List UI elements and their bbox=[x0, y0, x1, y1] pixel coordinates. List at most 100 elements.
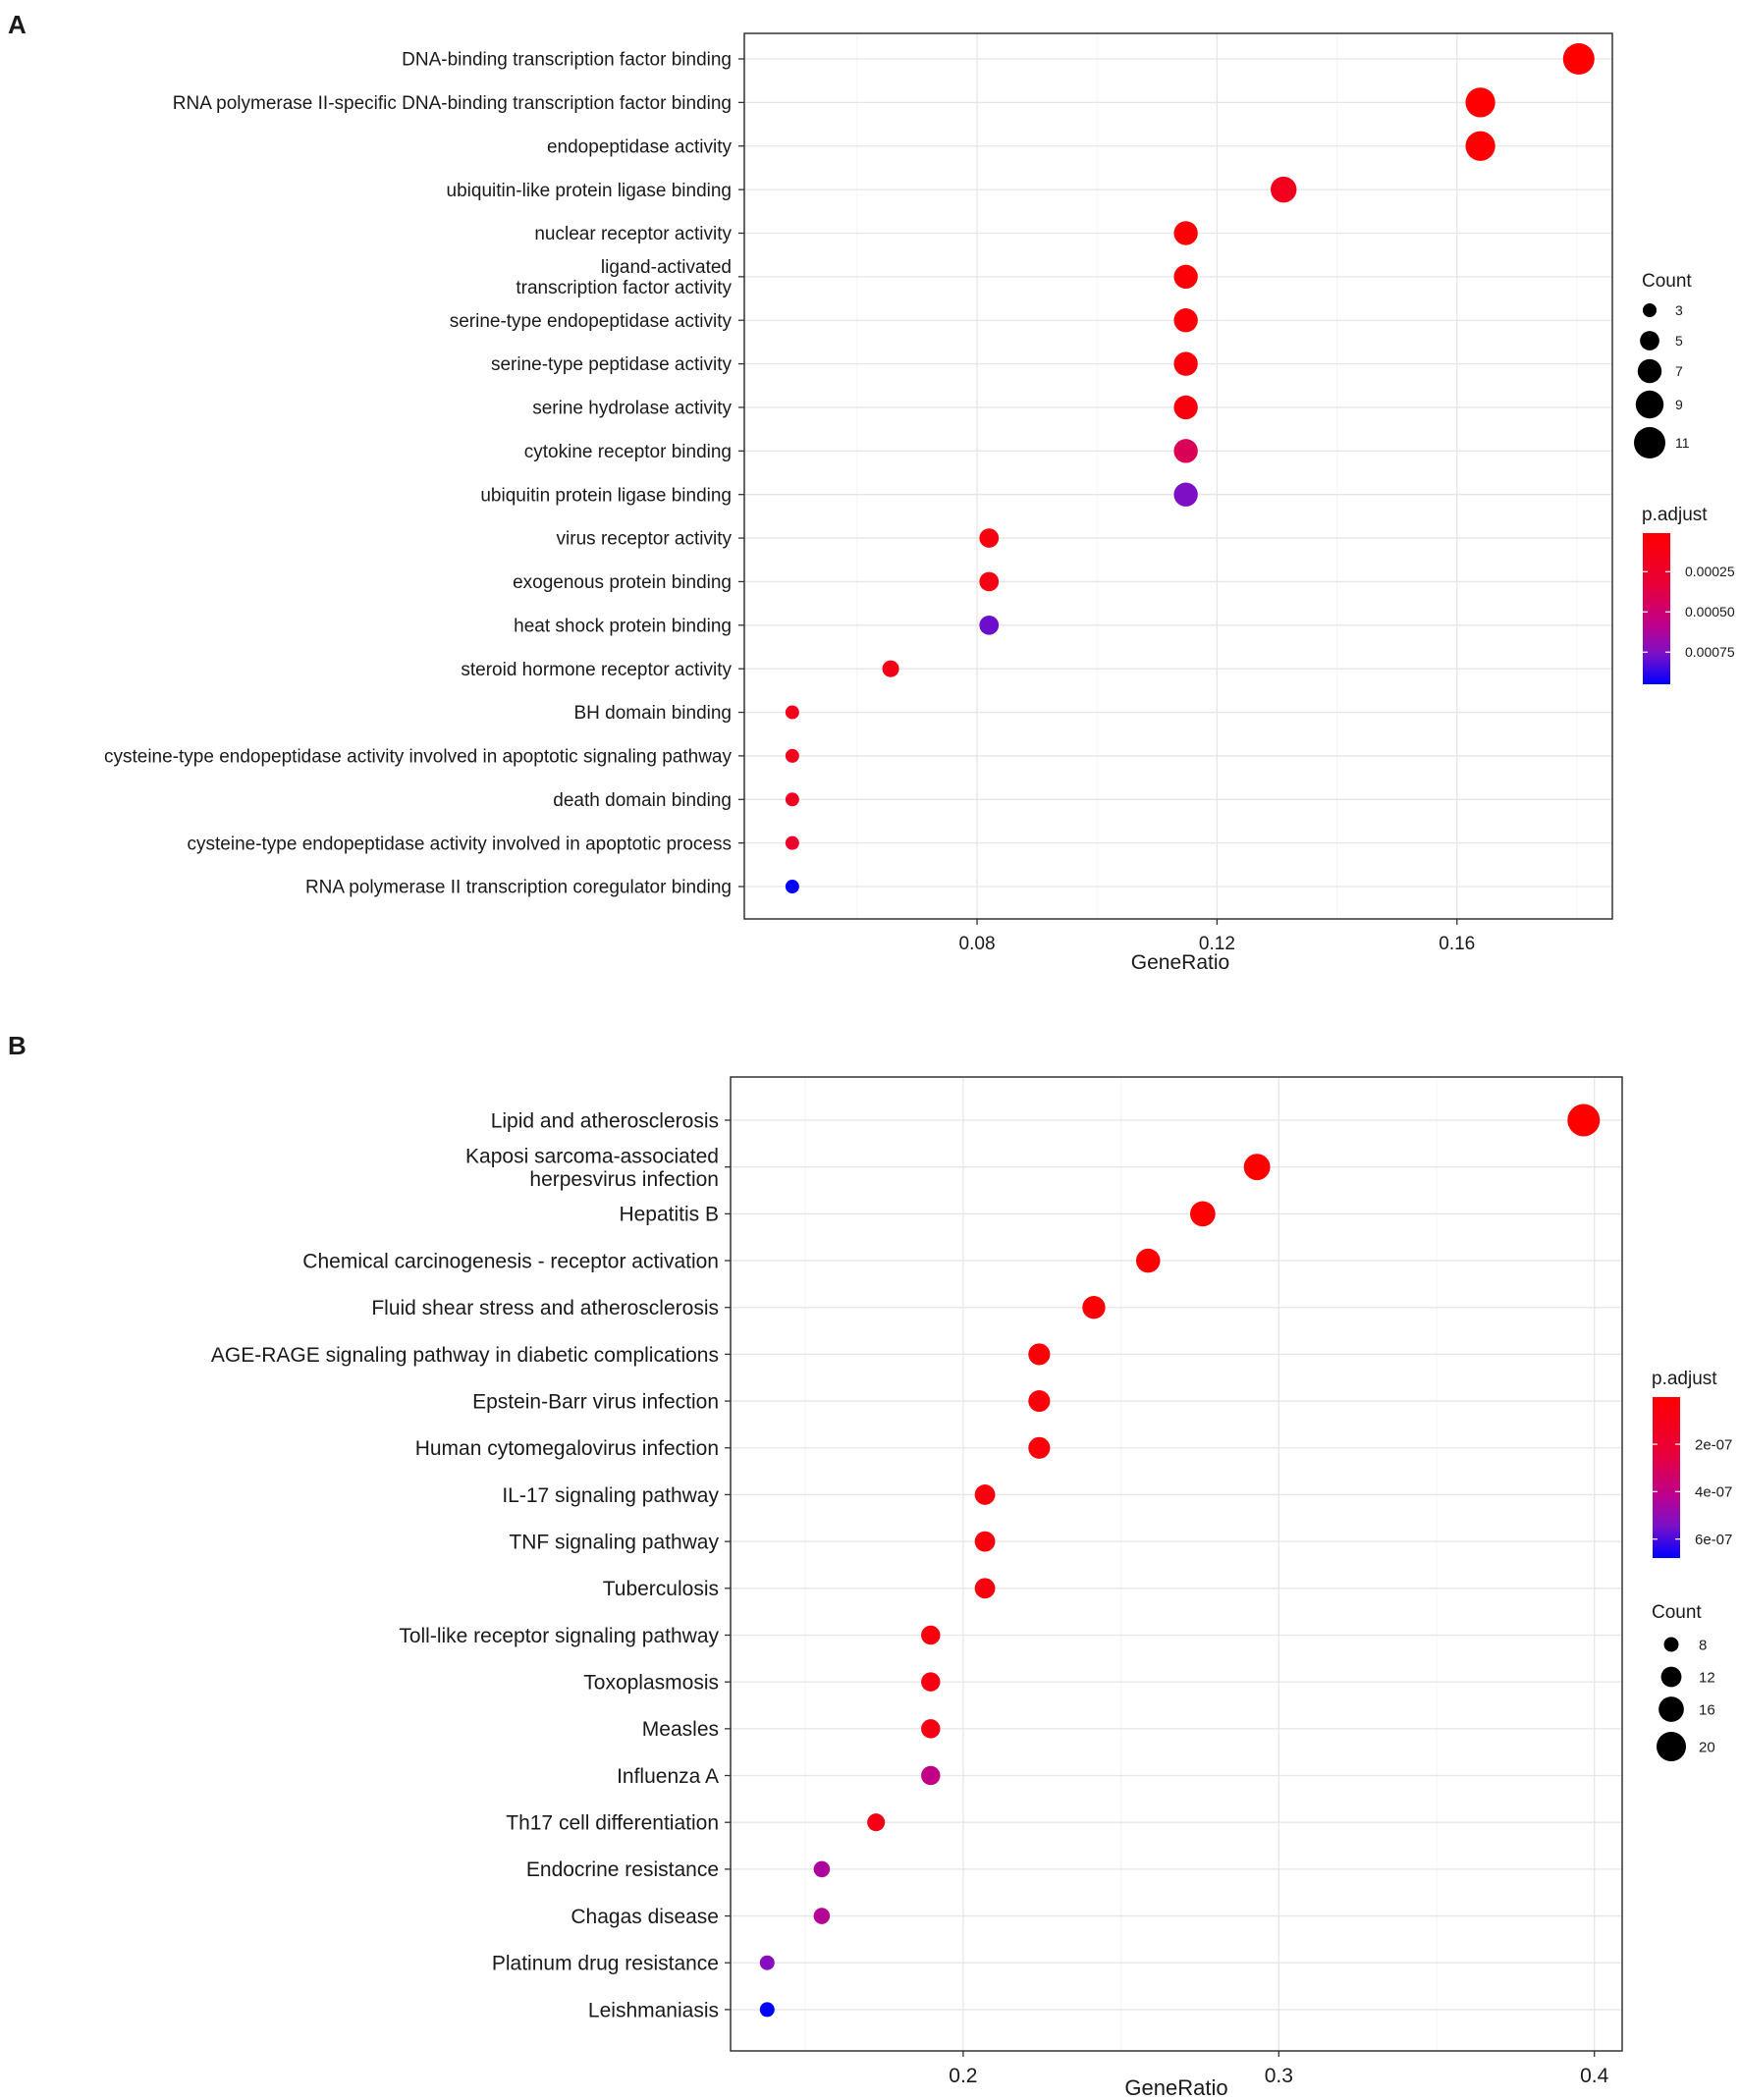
data-point bbox=[1270, 176, 1297, 203]
data-point bbox=[1465, 87, 1495, 118]
panel-b-x-axis-title: GeneRatio bbox=[1124, 2075, 1227, 2100]
data-point bbox=[1173, 439, 1198, 463]
y-tick-label: Chemical carcinogenesis - receptor activ… bbox=[302, 1250, 719, 1272]
y-tick-label: Influenza A bbox=[617, 1765, 719, 1788]
panel-a-y-tick-labels: DNA-binding transcription factor binding… bbox=[104, 50, 744, 898]
data-point bbox=[813, 1908, 831, 1924]
colorbar-label: 4e-07 bbox=[1695, 1484, 1732, 1501]
panel-a-x-axis-title: GeneRatio bbox=[1131, 951, 1229, 974]
data-point bbox=[1189, 1201, 1216, 1227]
colorbar-label: 0.00025 bbox=[1685, 564, 1735, 579]
panel-b-count-legend: Count 8 12 16 20 bbox=[1652, 1602, 1715, 1762]
y-tick-label: ubiquitin-like protein ligase binding bbox=[447, 181, 732, 201]
count-legend-key bbox=[1663, 1637, 1679, 1652]
data-point bbox=[1567, 1104, 1601, 1137]
data-point bbox=[1243, 1154, 1271, 1181]
y-tick-label: Fluid shear stress and atherosclerosis bbox=[371, 1297, 719, 1319]
panel-a-plot-border bbox=[743, 32, 1613, 920]
panel-a-count-legend: Count 3 5 7 9 11 bbox=[1634, 271, 1692, 458]
count-legend-key bbox=[1635, 390, 1664, 419]
panel-a-x-ticks: 0.08 0.12 0.16 bbox=[959, 919, 1475, 954]
colorbar-label: 0.00075 bbox=[1685, 644, 1735, 660]
count-legend-key bbox=[1637, 358, 1662, 384]
y-tick-label: ligand-activated transcription factor act… bbox=[516, 257, 732, 298]
y-tick-label: AGE-RAGE signaling pathway in diabetic c… bbox=[211, 1344, 719, 1367]
panel-b-letter: B bbox=[8, 1031, 27, 1060]
panel-a-letter: A bbox=[8, 10, 27, 39]
colorbar-label: 2e-07 bbox=[1695, 1436, 1732, 1453]
y-tick-label: Tuberculosis bbox=[603, 1578, 719, 1600]
data-point bbox=[813, 1860, 831, 1878]
y-tick-label: Platinum drug resistance bbox=[492, 1953, 719, 1975]
count-legend-key bbox=[1643, 303, 1657, 317]
data-point bbox=[785, 792, 799, 807]
count-legend-key bbox=[1656, 1731, 1687, 1762]
panel-b-count-legend-title: Count bbox=[1652, 1602, 1702, 1623]
colorbar-label: 6e-07 bbox=[1695, 1532, 1732, 1548]
data-point bbox=[979, 528, 1000, 548]
data-point bbox=[785, 880, 799, 894]
y-tick-label: Endocrine resistance bbox=[526, 1858, 719, 1881]
data-point bbox=[785, 705, 799, 720]
data-point bbox=[974, 1578, 996, 1599]
panel-a: A DNA-binding transcription factor bindi… bbox=[8, 10, 1735, 974]
panel-a-padjust-legend-title: p.adjust bbox=[1642, 505, 1708, 525]
count-legend-label: 11 bbox=[1675, 435, 1690, 451]
data-point bbox=[759, 1955, 775, 1970]
data-point bbox=[921, 1719, 941, 1739]
panel-b-padjust-legend: p.adjust 2e-07 4e-07 6e-07 bbox=[1652, 1369, 1732, 1558]
panel-b: B Lipid and atherosclerosis Kaposi sarcom… bbox=[8, 1031, 1732, 2100]
y-tick-label: serine-type endopeptidase activity bbox=[450, 311, 733, 332]
panel-b-padjust-legend-title: p.adjust bbox=[1652, 1369, 1717, 1389]
y-tick-label: Measles bbox=[642, 1718, 719, 1741]
y-tick-label: IL-17 signaling pathway bbox=[502, 1484, 719, 1507]
y-tick-label: TNF signaling pathway bbox=[509, 1531, 719, 1553]
panel-b-colorbar bbox=[1653, 1397, 1680, 1558]
y-tick-label: Epstein-Barr virus infection bbox=[472, 1390, 719, 1413]
panel-a-points bbox=[785, 43, 1595, 894]
x-tick-label: 0.2 bbox=[949, 2065, 977, 2087]
data-point bbox=[1173, 395, 1198, 420]
y-tick-label: endopeptidase activity bbox=[547, 136, 733, 157]
y-tick-label: RNA polymerase II-specific DNA-binding t… bbox=[173, 93, 732, 114]
panel-b-gridlines bbox=[731, 1077, 1622, 2051]
data-point bbox=[1173, 308, 1198, 333]
count-legend-label: 20 bbox=[1699, 1739, 1715, 1755]
panel-b-points bbox=[759, 1104, 1601, 2018]
y-tick-label: heat shock protein binding bbox=[514, 616, 732, 636]
y-tick-label: Hepatitis B bbox=[619, 1204, 719, 1226]
y-tick-label: Toxoplasmosis bbox=[583, 1672, 719, 1695]
data-point bbox=[1465, 131, 1495, 161]
y-tick-label: serine hydrolase activity bbox=[532, 399, 732, 419]
count-legend-key bbox=[1660, 1666, 1682, 1688]
y-tick-label: Human cytomegalovirus infection bbox=[415, 1437, 719, 1460]
data-point bbox=[1173, 351, 1198, 376]
y-tick-label: Chagas disease bbox=[571, 1906, 719, 1928]
y-tick-label: steroid hormone receptor activity bbox=[461, 660, 732, 680]
panel-a-count-legend-title: Count bbox=[1642, 271, 1692, 292]
y-tick-label: RNA polymerase II transcription coregula… bbox=[305, 878, 732, 898]
y-tick-label: Th17 cell differentiation bbox=[506, 1812, 719, 1835]
count-legend-label: 9 bbox=[1675, 397, 1683, 412]
y-tick-label: Toll-like receptor signaling pathway bbox=[399, 1625, 719, 1647]
x-tick-label: 0.08 bbox=[959, 934, 996, 954]
panel-a-plot-area bbox=[744, 33, 1612, 919]
data-point bbox=[921, 1672, 941, 1692]
data-point bbox=[785, 835, 799, 850]
x-tick-label: 0.3 bbox=[1265, 2065, 1293, 2087]
data-point bbox=[1173, 264, 1198, 290]
data-point bbox=[1135, 1248, 1161, 1273]
panel-b-plot-area bbox=[731, 1077, 1622, 2051]
data-point bbox=[921, 1625, 941, 1645]
panel-b-y-tick-labels: Lipid and atherosclerosis Kaposi sarcoma-… bbox=[211, 1109, 731, 2021]
count-legend-key bbox=[1634, 427, 1665, 458]
x-tick-label: 0.16 bbox=[1439, 934, 1475, 954]
x-tick-label: 0.4 bbox=[1580, 2065, 1609, 2087]
y-tick-label: Lipid and atherosclerosis bbox=[491, 1109, 719, 1132]
data-point bbox=[1028, 1436, 1051, 1459]
data-point bbox=[979, 571, 1000, 592]
panel-b-x-ticks: 0.2 0.3 0.4 bbox=[949, 2051, 1609, 2087]
y-tick-label: cytokine receptor binding bbox=[524, 442, 732, 462]
count-legend-label: 7 bbox=[1675, 363, 1683, 379]
count-legend-label: 3 bbox=[1675, 302, 1683, 318]
